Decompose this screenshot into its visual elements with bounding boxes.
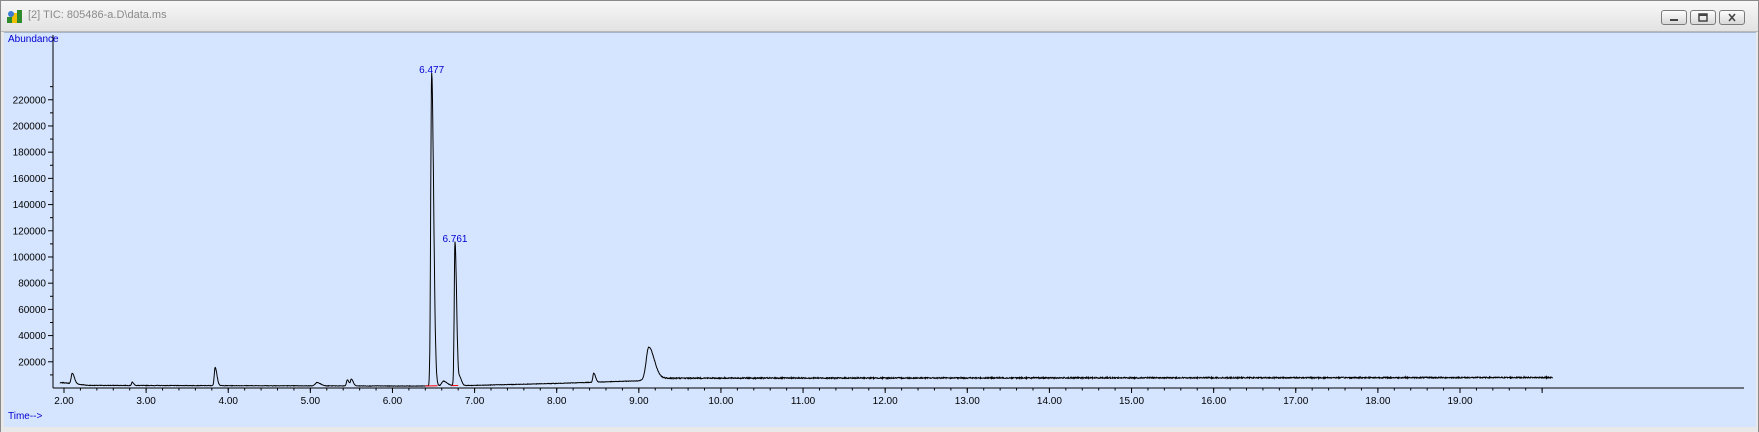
x-tick-label: 7.00	[465, 396, 485, 407]
y-tick-label: 220000	[13, 95, 47, 106]
restore-button[interactable]	[1690, 10, 1716, 25]
x-tick-label: 8.00	[547, 396, 567, 407]
x-tick-label: 16.00	[1201, 396, 1226, 407]
y-tick-label: 180000	[13, 148, 47, 159]
x-tick-label: 6.00	[383, 396, 403, 407]
y-tick-label: 60000	[18, 305, 46, 316]
plot-area[interactable]: 20000 40000 60000 80000 100000 120000 140000 16…	[4, 32, 1756, 427]
x-axis-label: Time-->	[8, 411, 43, 422]
tic-trace	[59, 72, 1553, 387]
x-tick-label: 11.00	[791, 396, 816, 407]
x-tick-label: 4.00	[219, 396, 239, 407]
x-tick-label: 18.00	[1365, 396, 1390, 407]
x-tick-label: 10.00	[708, 396, 733, 407]
window-bottom-border	[1, 427, 1758, 432]
y-tick-label: 20000	[18, 357, 46, 368]
window-title: [2] TIC: 805486-a.D\data.ms	[28, 9, 167, 21]
chemstation-app-icon	[7, 10, 22, 23]
x-tick-label: 14.00	[1037, 396, 1062, 407]
x-tick-label: 9.00	[629, 396, 649, 407]
x-tick-label: 17.00	[1283, 396, 1308, 407]
y-tick-label: 100000	[13, 252, 47, 263]
peak-label: 6.477	[419, 65, 444, 76]
y-tick-label: 140000	[13, 200, 47, 211]
x-tick-label: 3.00	[136, 396, 156, 407]
y-tick-label: 200000	[13, 121, 47, 132]
x-tick-label: 12.00	[873, 396, 898, 407]
x-tick-label: 2.00	[54, 396, 74, 407]
y-axis-label: Abundance	[8, 34, 59, 45]
y-tick-label: 80000	[18, 279, 46, 290]
x-tick-label: 15.00	[1119, 396, 1144, 407]
x-tick-label: 5.00	[301, 396, 321, 407]
restore-icon	[1698, 13, 1708, 22]
tic-chromatogram-chart[interactable]: 20000 40000 60000 80000 100000 120000 140000 16…	[4, 33, 1756, 427]
y-tick-label: 120000	[13, 226, 47, 237]
x-tick-label: 13.00	[955, 396, 980, 407]
close-icon	[1728, 13, 1736, 22]
x-tick-label: 19.00	[1447, 396, 1472, 407]
minimize-icon	[1670, 19, 1678, 21]
y-tick-label: 160000	[13, 174, 47, 185]
minimize-button[interactable]	[1661, 10, 1687, 25]
peak-label: 6.761	[442, 234, 467, 245]
close-button[interactable]	[1719, 10, 1745, 25]
title-bar[interactable]: [2] TIC: 805486-a.D\data.ms	[1, 1, 1758, 32]
y-tick-label: 40000	[18, 331, 46, 342]
